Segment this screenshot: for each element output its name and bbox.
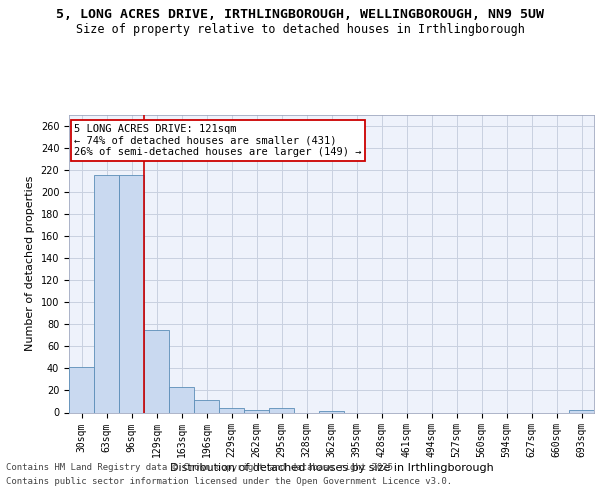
Bar	[219, 408, 244, 412]
Bar	[94, 174, 119, 412]
Y-axis label: Number of detached properties: Number of detached properties	[25, 176, 35, 352]
Bar	[569, 410, 594, 412]
Bar	[119, 174, 144, 412]
Text: 5, LONG ACRES DRIVE, IRTHLINGBOROUGH, WELLINGBOROUGH, NN9 5UW: 5, LONG ACRES DRIVE, IRTHLINGBOROUGH, WE…	[56, 8, 544, 20]
Text: Contains public sector information licensed under the Open Government Licence v3: Contains public sector information licen…	[6, 477, 452, 486]
Text: Contains HM Land Registry data © Crown copyright and database right 2025.: Contains HM Land Registry data © Crown c…	[6, 464, 398, 472]
Text: 5 LONG ACRES DRIVE: 121sqm
← 74% of detached houses are smaller (431)
26% of sem: 5 LONG ACRES DRIVE: 121sqm ← 74% of deta…	[74, 124, 362, 157]
Bar	[269, 408, 294, 412]
Bar	[169, 387, 194, 412]
X-axis label: Distribution of detached houses by size in Irthlingborough: Distribution of detached houses by size …	[170, 463, 493, 473]
Bar	[244, 410, 269, 412]
Bar	[144, 330, 169, 412]
Bar	[194, 400, 219, 412]
Text: Size of property relative to detached houses in Irthlingborough: Size of property relative to detached ho…	[76, 22, 524, 36]
Bar	[69, 368, 94, 412]
